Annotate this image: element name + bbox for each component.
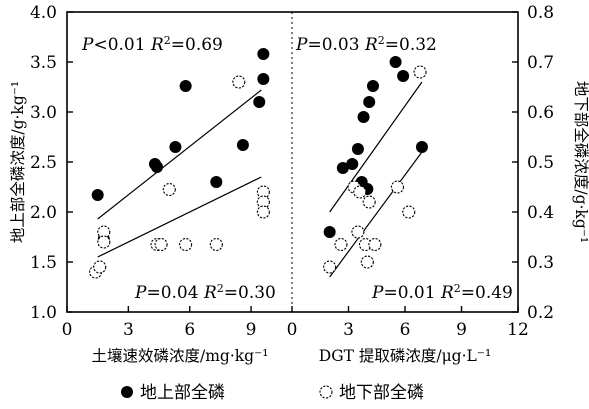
y-tick-label-right: 0.7: [527, 53, 554, 73]
shoot-p-point: [366, 80, 379, 92]
shoot-p-point: [236, 139, 249, 151]
root-p-point: [353, 185, 367, 199]
shoot-p-point: [169, 141, 182, 153]
root-p-point: [402, 205, 416, 219]
y-tick-label-right: 0.8: [527, 3, 554, 23]
shoot-p-point: [389, 56, 402, 68]
y-tick-label-right: 0.3: [527, 253, 554, 273]
x-tick-label: 0: [62, 320, 73, 340]
y-axis-label-left: 地上部全磷浓度/g·kg⁻¹: [9, 81, 27, 243]
y-axis-label-right: 地下部全磷浓度/g·kg⁻¹: [572, 81, 589, 243]
y-tick-label-left: 2.0: [30, 203, 57, 223]
root-p-point: [97, 235, 111, 249]
root-p-point: [413, 65, 427, 79]
annotation-panel2-shoot: P=0.03 R2=0.32: [295, 34, 437, 56]
x-axis-label-left: 土壤速效磷浓度/mg·kg⁻¹: [92, 346, 269, 365]
x-tick-label: 12: [507, 320, 529, 340]
legend-label-shoot: 地上部全磷: [140, 383, 225, 403]
legend: 地上部全磷 地下部全磷: [121, 383, 424, 403]
root-p-point: [323, 260, 337, 274]
y-tick-label-left: 2.5: [30, 153, 57, 173]
x-axis-label-right: DGT 提取磷浓度/μg·L⁻¹: [319, 347, 491, 365]
y-tick-label-left: 1.5: [30, 253, 57, 273]
shoot-p-point: [415, 141, 428, 153]
root-p-point: [93, 260, 107, 274]
shoot-p-point: [151, 161, 163, 173]
shoot-p-point: [257, 48, 270, 60]
shoot-p-point: [363, 96, 376, 108]
x-tick-label: 6: [184, 320, 195, 340]
trend-line: [97, 176, 262, 258]
shoot-p-point: [336, 162, 349, 174]
axis-ticks: 1.0 1.5 2.0 2.5 3.0 3.5 4.0 0.2 0.3 0.4 0.5 0.6 0.7 0…: [30, 3, 554, 340]
y-tick-label-left: 1.0: [30, 303, 57, 323]
trend-lines: [97, 81, 423, 278]
root-p-point: [162, 182, 176, 197]
shoot-p-point: [357, 111, 370, 123]
shoot-p-point: [323, 226, 336, 238]
data-points: [89, 48, 428, 279]
shoot-p-point: [179, 80, 192, 92]
root-p-point: [209, 237, 223, 252]
y-tick-label-right: 0.5: [527, 153, 554, 173]
y-tick-label-right: 0.4: [527, 203, 554, 223]
x-tick-label: 6: [400, 320, 411, 340]
root-p-point: [334, 237, 348, 252]
annotation-panel1-root: P=0.04 R2=0.30: [134, 282, 276, 304]
shoot-p-point: [253, 96, 266, 108]
trend-line: [329, 81, 423, 213]
x-tick-label: 9: [456, 320, 467, 340]
y-tick-label-left: 3.5: [30, 53, 57, 73]
y-tick-label-right: 0.2: [527, 303, 554, 323]
trend-line: [97, 89, 262, 220]
root-p-point: [256, 205, 270, 219]
x-tick-label: 9: [246, 320, 257, 340]
shoot-p-point: [91, 189, 104, 201]
legend-label-root: 地下部全磷: [339, 383, 424, 403]
shoot-p-point: [210, 176, 223, 188]
annotation-panel1-shoot: P<0.01 R2=0.69: [81, 34, 223, 56]
x-tick-label: 3: [123, 320, 134, 340]
legend-marker-filled: [121, 386, 133, 398]
root-p-point: [351, 225, 365, 239]
x-tick-label: 0: [287, 320, 298, 340]
x-tick-label: 3: [343, 320, 354, 340]
root-p-point: [368, 237, 382, 252]
shoot-p-point: [397, 70, 410, 82]
root-p-point: [154, 237, 168, 252]
shoot-p-point: [257, 73, 270, 85]
trend-line: [329, 151, 423, 278]
y-tick-label-left: 3.0: [30, 103, 57, 123]
y-tick-label-left: 4.0: [30, 3, 57, 23]
shoot-p-point: [351, 143, 364, 155]
y-tick-label-right: 0.6: [527, 103, 554, 123]
root-p-point: [390, 180, 405, 194]
root-p-point: [179, 237, 193, 252]
shoot-p-point: [346, 158, 359, 170]
legend-marker-open: [319, 385, 333, 399]
root-p-point: [362, 195, 376, 209]
root-p-point: [360, 255, 374, 269]
root-p-point: [232, 75, 246, 89]
annotation-panel2-root: P=0.01 R2=0.49: [371, 282, 513, 304]
stat-annotations: P<0.01 R2=0.69 P=0.04 R2=0.30 P=0.03 R2=0.…: [81, 34, 513, 304]
